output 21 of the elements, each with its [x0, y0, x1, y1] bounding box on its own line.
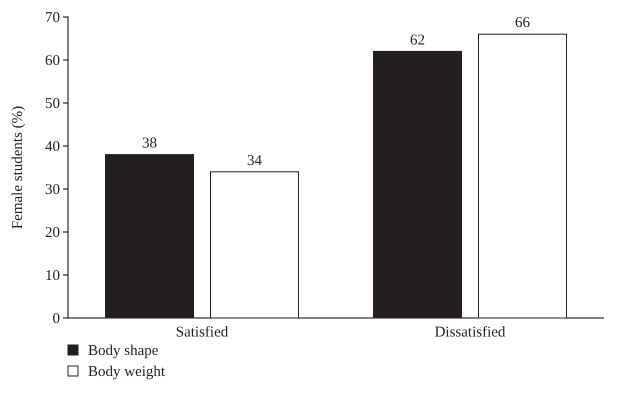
y-axis-title: Female students (%) — [10, 106, 26, 230]
x-tick-label: Satisfied — [176, 324, 229, 341]
bar — [210, 171, 299, 318]
y-tick-label: 40 — [45, 138, 60, 155]
data-label: 66 — [514, 15, 530, 32]
bar — [373, 50, 462, 318]
data-label: 38 — [142, 136, 158, 152]
y-tick-label: 70 — [45, 10, 60, 26]
data-label: 34 — [246, 152, 262, 169]
legend-label: Body weight — [88, 364, 166, 380]
y-tick-label: 30 — [45, 182, 60, 198]
legend-label: Body shape — [88, 343, 159, 359]
y-tick-label: 60 — [45, 52, 60, 69]
y-tick-label: 10 — [45, 268, 60, 284]
y-tick-label: 0 — [52, 310, 60, 327]
y-tick-label: 50 — [45, 96, 60, 112]
y-tick-label: 20 — [45, 224, 60, 241]
data-label: 62 — [410, 32, 426, 48]
bar — [105, 154, 194, 318]
bar — [478, 34, 567, 318]
x-tick-label: Dissatisfied — [434, 324, 506, 341]
